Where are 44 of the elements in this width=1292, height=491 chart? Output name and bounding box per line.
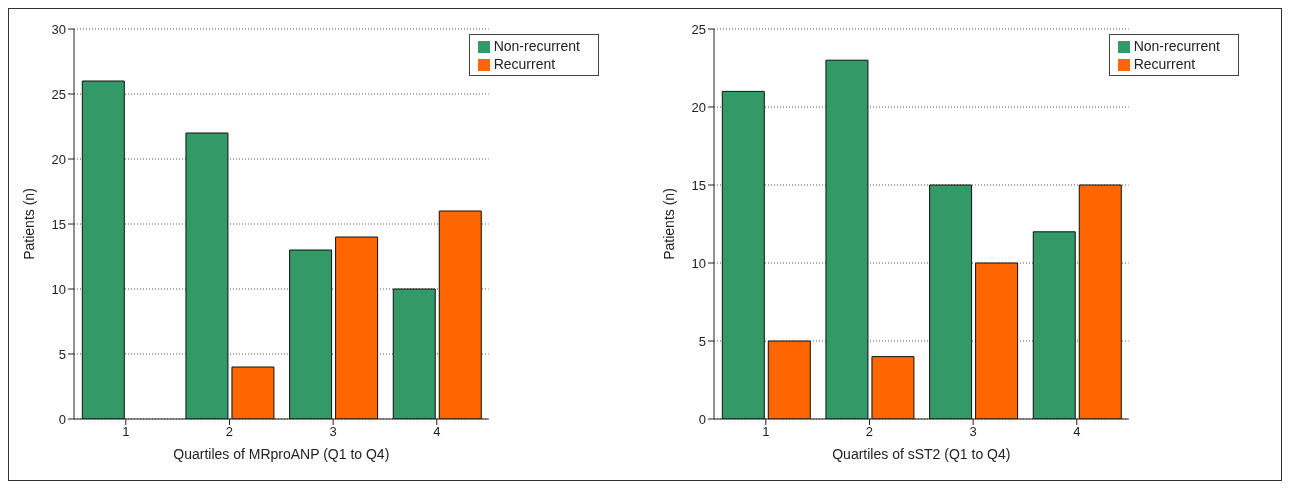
x-tick-label: 1 <box>122 424 130 440</box>
bar <box>871 356 915 419</box>
y-tick-label: 5 <box>698 333 706 349</box>
y-tick-label: 20 <box>691 99 706 115</box>
bar <box>825 59 869 419</box>
y-tick-label: 15 <box>51 216 66 232</box>
bar <box>392 288 436 419</box>
y-axis-title: Patients (n) <box>660 188 677 260</box>
bar <box>185 132 229 419</box>
y-axis-title: Patients (n) <box>20 188 37 260</box>
bar <box>1032 231 1076 419</box>
y-tick-label: 0 <box>58 411 66 427</box>
y-tick-label: 30 <box>51 21 66 37</box>
bar <box>767 340 811 419</box>
bar <box>289 249 333 419</box>
bar <box>1078 184 1122 419</box>
bar <box>929 184 973 419</box>
legend-label: Non-recurrent <box>1133 38 1220 54</box>
legend-label: Non-recurrent <box>493 38 580 54</box>
y-tick-label: 20 <box>51 151 66 167</box>
x-tick-label: 3 <box>329 424 337 440</box>
x-tick-label: 2 <box>225 424 234 440</box>
y-tick-label: 25 <box>691 21 706 37</box>
legend-label: Recurrent <box>1133 56 1196 72</box>
bar <box>438 210 482 419</box>
y-tick-label: 5 <box>58 346 66 362</box>
bar <box>81 80 125 419</box>
x-axis-title: Quartiles of sST2 (Q1 to Q4) <box>832 446 1011 462</box>
y-tick-label: 25 <box>51 86 66 102</box>
y-tick-label: 10 <box>51 281 66 297</box>
x-tick-label: 2 <box>865 424 874 440</box>
bar <box>231 366 275 419</box>
y-tick-label: 10 <box>691 255 706 271</box>
bar <box>975 262 1019 419</box>
bar <box>721 90 765 419</box>
x-tick-label: 4 <box>433 424 441 440</box>
x-tick-label: 4 <box>1073 424 1081 440</box>
bar <box>335 236 379 419</box>
legend-label: Recurrent <box>493 56 556 72</box>
x-tick-label: 3 <box>969 424 977 440</box>
x-tick-label: 1 <box>762 424 770 440</box>
x-axis-title: Quartiles of MRproANP (Q1 to Q4) <box>173 446 390 462</box>
y-tick-label: 15 <box>691 177 706 193</box>
y-tick-label: 0 <box>698 411 706 427</box>
